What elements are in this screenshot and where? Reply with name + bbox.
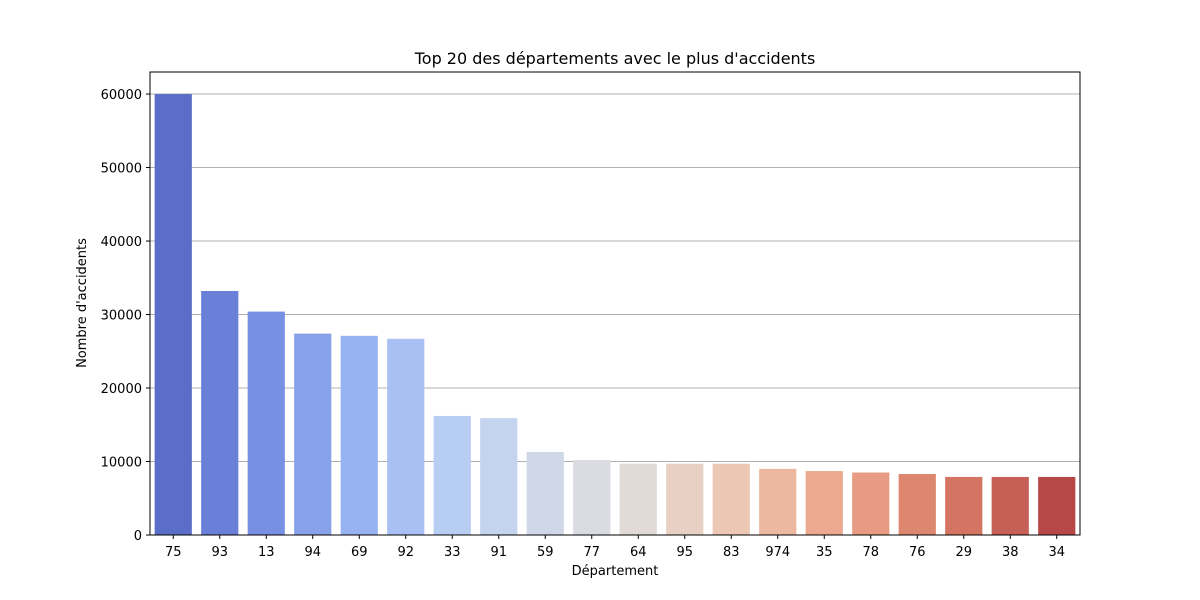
- y-axis-label: Nombre d'accidents: [75, 238, 90, 368]
- x-tick-label: 92: [397, 545, 414, 560]
- bar: [945, 476, 983, 535]
- bar: [387, 338, 425, 535]
- x-tick-label: 76: [909, 545, 926, 560]
- bar: [666, 463, 704, 535]
- bar: [573, 460, 611, 535]
- bar: [1038, 476, 1076, 535]
- bar: [712, 463, 750, 535]
- x-tick-label: 78: [862, 545, 879, 560]
- x-tick-label: 64: [630, 545, 647, 560]
- x-tick-label: 34: [1048, 545, 1065, 560]
- y-tick-label: 20000: [101, 382, 142, 397]
- x-tick-label: 33: [444, 545, 461, 560]
- bar: [619, 463, 657, 535]
- x-tick-label: 94: [304, 545, 321, 560]
- bar: [433, 415, 471, 535]
- y-tick-label: 50000: [101, 162, 142, 177]
- bar: [759, 468, 797, 535]
- bar: [294, 333, 332, 535]
- bar: [154, 94, 192, 536]
- bar: [898, 474, 936, 535]
- x-tick-label: 38: [1002, 545, 1019, 560]
- bar: [201, 291, 239, 535]
- axes: 0 10000 20000 30000 40000 50000 60000 75 93 13 94 6…: [101, 88, 1065, 560]
- x-tick-label: 95: [676, 545, 693, 560]
- bar: [526, 451, 564, 535]
- bar: [340, 335, 378, 535]
- y-tick-label: 30000: [101, 309, 142, 324]
- y-tick-label: 10000: [101, 456, 142, 471]
- bar: [805, 471, 843, 535]
- x-tick-label: 13: [258, 545, 275, 560]
- y-tick-label: 60000: [101, 88, 142, 103]
- plot-frame: [149, 71, 1081, 536]
- x-tick-label: 83: [723, 545, 740, 560]
- x-tick-label: 75: [165, 545, 182, 560]
- x-tick-label: 91: [490, 545, 507, 560]
- x-tick-label: 69: [351, 545, 368, 560]
- x-tick-label: 974: [765, 545, 790, 560]
- bars: [154, 94, 1076, 536]
- x-tick-label: 59: [537, 545, 554, 560]
- x-tick-label: 29: [955, 545, 972, 560]
- bar: [991, 476, 1029, 535]
- x-tick-label: 35: [816, 545, 833, 560]
- y-tick-label: 0: [134, 529, 142, 544]
- chart-title: Top 20 des départements avec le plus d'a…: [414, 49, 816, 68]
- x-axis-label: Département: [572, 564, 659, 579]
- gridlines: [150, 93, 1080, 536]
- bar: [247, 311, 285, 535]
- bar: [480, 418, 518, 535]
- x-tick-label: 77: [583, 545, 600, 560]
- bar: [852, 472, 890, 535]
- y-tick-label: 40000: [101, 235, 142, 250]
- x-tick-label: 93: [211, 545, 228, 560]
